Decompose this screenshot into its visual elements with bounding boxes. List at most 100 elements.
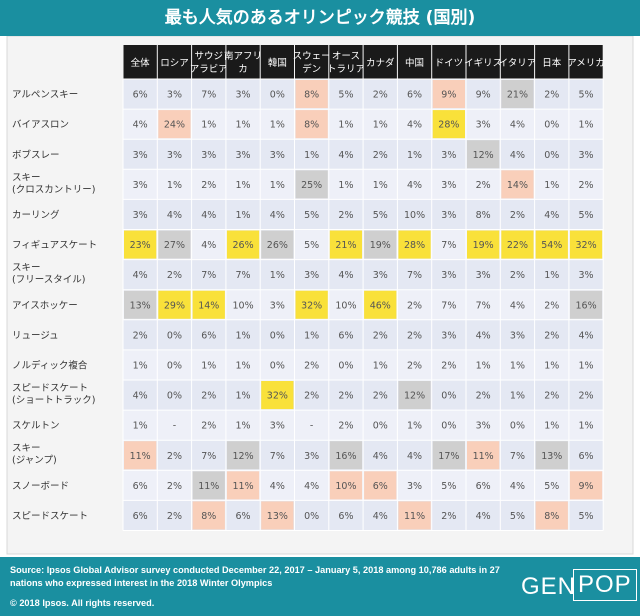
cell-value: 1% (544, 180, 559, 191)
highlight-cell (501, 80, 534, 109)
highlight-cell (226, 471, 260, 500)
cell-value: 2% (338, 210, 353, 221)
cell-value: 6% (476, 481, 491, 492)
highlight-cell (295, 290, 328, 319)
highlight-cell (295, 110, 328, 139)
cell-value: 1% (579, 421, 594, 432)
cell-value: 7% (236, 270, 251, 281)
cell-value: 2% (544, 330, 559, 341)
cell-value: 1% (236, 391, 251, 402)
cell-value: 4% (270, 210, 285, 221)
cell-value: 4% (407, 180, 422, 191)
cell-value: 21% (507, 90, 528, 101)
cell-value: 1% (510, 391, 525, 402)
cell-value: 2% (201, 421, 216, 432)
cell-value: 1% (167, 180, 182, 191)
cell-value: 1% (133, 360, 148, 371)
source-note: Source: Ipsos Global Advisor survey cond… (10, 565, 500, 588)
cell-value: 5% (441, 481, 456, 492)
cell-value: 2% (544, 90, 559, 101)
row-label: バイアスロン (12, 120, 69, 131)
highlight-cell (158, 290, 191, 319)
cell-value: 2% (304, 360, 319, 371)
cell-value: 7% (270, 451, 285, 462)
cell-value: 4% (544, 210, 559, 221)
cell-value: 0% (167, 330, 182, 341)
cell-value: 16% (335, 451, 356, 462)
highlight-cell (124, 230, 157, 259)
cell-value: 0% (338, 360, 353, 371)
cell-value: 0% (270, 330, 285, 341)
cell-value: 0% (510, 421, 525, 432)
column-header-label: デン (302, 63, 321, 75)
cell-value: 8% (201, 511, 216, 522)
cell-value: 8% (304, 90, 319, 101)
cell-value: 5% (304, 210, 319, 221)
column-header-bg (535, 45, 569, 79)
cell-value: 54% (541, 240, 562, 251)
column-header-bg (569, 45, 603, 79)
column-header-bg (363, 45, 397, 79)
cell-value: 2% (476, 391, 491, 402)
column-header-label: カナダ (366, 57, 395, 69)
cell-value: 1% (407, 421, 422, 432)
cell-value: 3% (476, 120, 491, 131)
row-label: (ショートトラック) (12, 395, 95, 406)
column-header-label: アメリカ (567, 58, 605, 69)
highlight-cell (261, 381, 294, 410)
highlight-cell (501, 230, 534, 259)
cell-value: 14% (507, 180, 528, 191)
highlight-cell (569, 290, 603, 319)
highlight-cell (467, 441, 500, 470)
cell-value: 3% (441, 270, 456, 281)
cell-value: 6% (579, 451, 594, 462)
cell-value: 3% (441, 330, 456, 341)
row-label: (フリースタイル) (12, 275, 85, 286)
cell-value: 19% (473, 240, 494, 251)
cell-value: 1% (476, 360, 491, 371)
cell-value: 4% (338, 150, 353, 161)
cell-value: 5% (338, 90, 353, 101)
cell-value: 3% (236, 150, 251, 161)
cell-value: 8% (476, 210, 491, 221)
highlight-cell (398, 501, 431, 530)
column-header-bg (432, 45, 466, 79)
cell-value: 1% (270, 120, 285, 131)
cell-value: 4% (338, 270, 353, 281)
cell-value: 0% (304, 511, 319, 522)
cell-value: 6% (133, 90, 148, 101)
cell-value: 3% (304, 270, 319, 281)
cell-value: 1% (236, 210, 251, 221)
column-header-label: トラリア (327, 64, 365, 75)
highlight-cell (192, 501, 225, 530)
copyright: © 2018 Ipsos. All rights reserved. (10, 598, 155, 608)
row-label: リュージュ (12, 330, 59, 341)
row-label: スピードスケート (12, 511, 88, 522)
column-header-bg (500, 45, 535, 79)
cell-value: 7% (441, 240, 456, 251)
cell-value: 1% (338, 180, 353, 191)
cell-value: 1% (579, 120, 594, 131)
highlight-cell (261, 501, 294, 530)
cell-value: 1% (133, 421, 148, 432)
cell-value: 4% (133, 120, 148, 131)
cell-value: 2% (407, 360, 422, 371)
cell-value: 2% (407, 300, 422, 311)
genpop-logo: GEN POP (519, 566, 637, 606)
cell-value: 4% (133, 391, 148, 402)
cell-value: 4% (304, 481, 319, 492)
cell-value: 1% (236, 180, 251, 191)
cell-value: 4% (510, 120, 525, 131)
cell-value: 7% (407, 270, 422, 281)
cell-value: 11% (232, 481, 253, 492)
cell-value: 8% (304, 120, 319, 131)
column-header-label: スウェー (293, 51, 331, 62)
cell-value: 19% (370, 240, 391, 251)
highlight-cell (467, 140, 500, 169)
column-header-label: カ (238, 64, 248, 75)
highlight-cell (158, 230, 191, 259)
cell-value: 1% (201, 360, 216, 371)
cell-value: 2% (373, 90, 388, 101)
cell-value: 1% (544, 421, 559, 432)
